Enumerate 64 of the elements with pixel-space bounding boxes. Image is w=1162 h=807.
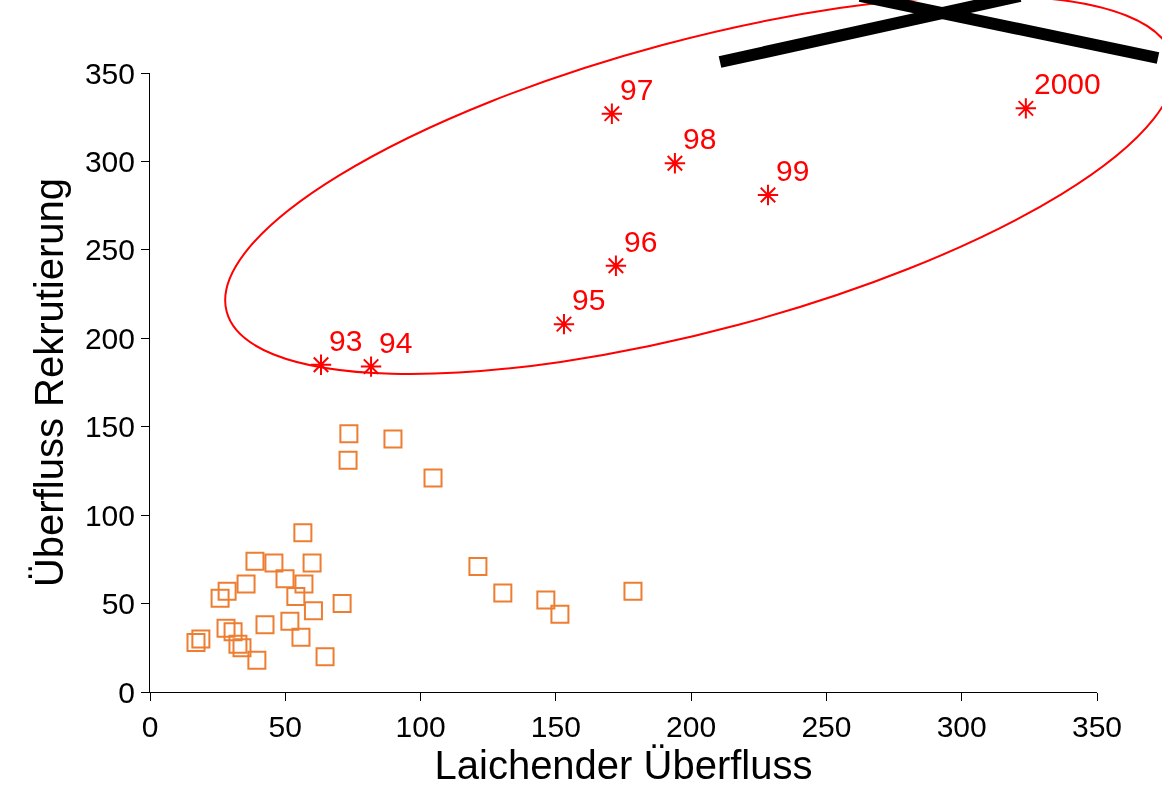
x-tick-label: 200 <box>666 710 717 743</box>
point <box>255 615 275 635</box>
point <box>362 358 380 375</box>
x-tick-label: 0 <box>141 710 159 743</box>
point <box>216 618 236 638</box>
x-tick-label: 50 <box>268 710 302 743</box>
annotation: 2000 <box>1034 67 1101 100</box>
point <box>468 556 488 576</box>
point <box>759 186 777 204</box>
point <box>210 588 230 608</box>
point <box>312 356 330 374</box>
point <box>315 647 335 667</box>
point <box>236 574 256 594</box>
point <box>339 424 359 444</box>
point <box>550 604 570 624</box>
point <box>191 629 211 649</box>
point <box>302 553 322 573</box>
annotation: 93 <box>329 324 363 357</box>
point <box>286 587 306 606</box>
point <box>623 581 643 601</box>
annotation: 97 <box>620 73 654 106</box>
point <box>607 257 625 274</box>
x-axis-title: Laichender Überfluss <box>434 743 813 787</box>
point <box>264 553 284 573</box>
point <box>293 523 313 543</box>
point <box>423 468 443 488</box>
point <box>383 429 403 449</box>
point <box>247 650 267 670</box>
annotation: 98 <box>683 122 717 155</box>
point <box>555 315 573 333</box>
point <box>294 574 314 594</box>
y-tick-label: 100 <box>84 498 135 532</box>
point <box>338 450 358 470</box>
point <box>332 594 352 614</box>
y-tick-label: 50 <box>101 587 135 621</box>
point <box>275 569 295 589</box>
point <box>666 154 684 172</box>
y-tick-label: 350 <box>84 56 135 90</box>
point <box>217 581 237 601</box>
y-tick-label: 250 <box>84 233 135 267</box>
x-tick-label: 250 <box>801 710 852 743</box>
annotation: 96 <box>624 225 658 258</box>
x-tick-label: 100 <box>395 710 446 743</box>
y-tick-label: 0 <box>118 675 135 709</box>
annotation: 95 <box>572 283 606 316</box>
point <box>303 601 323 621</box>
y-tick-label: 300 <box>84 144 135 178</box>
y-axis-title: Überfluss Rekrutierung <box>27 177 72 588</box>
x-tick-label: 150 <box>530 710 581 743</box>
point <box>536 590 556 610</box>
x-tick-label: 300 <box>936 710 987 743</box>
annotation: 99 <box>776 154 810 187</box>
point <box>245 551 265 571</box>
x-tick-label: 350 <box>1071 710 1123 743</box>
annotation: 94 <box>379 326 413 359</box>
point <box>186 632 206 652</box>
point <box>603 105 621 122</box>
point <box>280 611 300 631</box>
point <box>291 627 311 647</box>
point <box>493 583 513 603</box>
y-tick-label: 200 <box>84 321 135 355</box>
point <box>223 622 243 642</box>
y-tick-label: 150 <box>84 410 135 444</box>
point <box>1017 100 1035 117</box>
